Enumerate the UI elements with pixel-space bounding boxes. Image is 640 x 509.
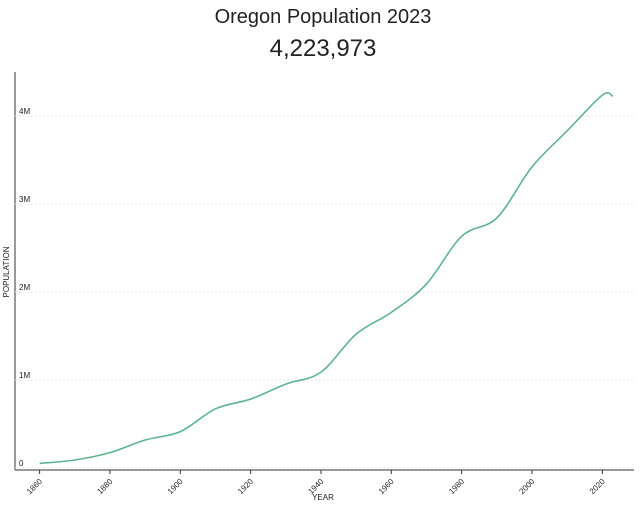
x-tick-label: 1980 xyxy=(447,477,466,496)
x-tick-label: 2000 xyxy=(517,477,536,496)
x-tick-label: 1860 xyxy=(25,477,44,496)
chart-title: Oregon Population 2023 xyxy=(215,6,432,28)
chart-subtitle: 4,223,973 xyxy=(270,35,377,62)
x-tick-label: 1960 xyxy=(377,477,396,496)
y-tick-label: 3M xyxy=(19,195,30,204)
y-tick-label: 2M xyxy=(19,283,30,292)
y-tick-label: 0 xyxy=(19,459,24,468)
x-tick-label: 1900 xyxy=(166,477,185,496)
x-tick-label: 1920 xyxy=(236,477,255,496)
y-axis-label: POPULATION xyxy=(2,246,11,297)
y-tick-label: 1M xyxy=(19,371,30,380)
x-tick-label: 2020 xyxy=(588,477,607,496)
x-axis-label: YEAR xyxy=(312,493,334,502)
x-tick-label: 1880 xyxy=(95,477,114,496)
y-tick-label: 4M xyxy=(19,107,30,116)
line xyxy=(39,92,614,465)
